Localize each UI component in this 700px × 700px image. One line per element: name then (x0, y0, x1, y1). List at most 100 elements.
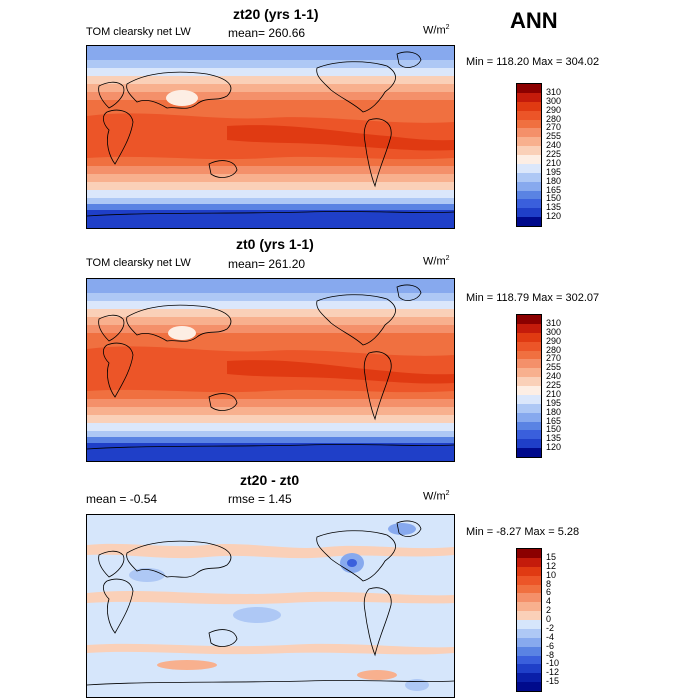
colorbar-segment (517, 557, 541, 567)
units-label: W/m2 (423, 24, 450, 37)
colorbar-level-label: 210 (546, 388, 562, 399)
units-text: W/m (423, 24, 446, 37)
colorbar-zt0 (516, 314, 542, 458)
colorbar-level-label: 255 (546, 131, 562, 142)
colorbar-segment (517, 341, 541, 351)
colorbar-segment (517, 368, 541, 378)
colorbar-level-label: -8 (546, 649, 555, 660)
colorbar-segment (517, 421, 541, 431)
colorbar-segment (517, 575, 541, 585)
colorbar-level-label: -10 (546, 658, 560, 669)
colorbar-segment (517, 146, 541, 155)
colorbar-level-label: 150 (546, 193, 562, 204)
colorbar-segment (517, 628, 541, 638)
colorbar-level-label: 165 (546, 184, 562, 195)
colorbar-level-label: 240 (546, 140, 562, 151)
map-field (87, 279, 454, 461)
rmse-stat: rmse = 1.45 (228, 492, 292, 506)
units-sup: 2 (445, 24, 450, 31)
colorbar-segment (517, 673, 541, 683)
colorbar-segment (517, 664, 541, 674)
colorbar-segment (517, 620, 541, 629)
colorbar-segment (517, 377, 541, 386)
colorbar-level-label: 10 (546, 569, 557, 580)
colorbar-level-label: 300 (546, 326, 562, 337)
colorbar-segment (517, 566, 541, 576)
colorbar-level-label: -12 (546, 667, 560, 678)
colorbar-level-label: 280 (546, 344, 562, 355)
colorbar-diff (516, 548, 542, 692)
colorbar-level-label: 280 (546, 113, 562, 124)
units-label: W/m2 (423, 490, 450, 503)
season-label: ANN (510, 8, 558, 33)
colorbar-segment (517, 593, 541, 603)
colorbar-segment (517, 332, 541, 342)
colorbar-level-label: 290 (546, 335, 562, 346)
colorbar-segment (517, 128, 541, 138)
panel-title: zt20 (yrs 1-1) (233, 6, 319, 22)
colorbar-level-label: 255 (546, 362, 562, 373)
colorbar-segment (517, 386, 541, 395)
colorbar-segment (517, 584, 541, 594)
colorbar-level-label: 195 (546, 166, 562, 177)
colorbar-level-label: 2 (546, 605, 552, 616)
colorbar-segment (517, 646, 541, 656)
units-sup: 2 (445, 255, 450, 262)
variable-label: TOM clearsky net LW (86, 26, 191, 38)
colorbar-level-label: 12 (546, 560, 557, 571)
colorbar-level-label: 180 (546, 175, 562, 186)
colorbar-segment (517, 163, 541, 173)
colorbar-segment (517, 315, 541, 324)
colorbar-segment (517, 394, 541, 404)
minmax-label: Min = -8.27 Max = 5.28 (466, 526, 580, 538)
colorbar-segment (517, 217, 541, 226)
colorbar-level-label: -4 (546, 631, 555, 642)
mean-stat: mean = -0.54 (86, 492, 158, 506)
colorbar-segment (517, 199, 541, 209)
colorbar-level-label: 120 (546, 211, 562, 222)
colorbar-level-label: 270 (546, 353, 562, 364)
colorbar-level-label: 0 (546, 614, 552, 624)
colorbar-level-label: 180 (546, 406, 562, 417)
colorbar-level-label: 135 (546, 202, 562, 213)
colorbar-segment (517, 181, 541, 191)
colorbar-segment (517, 84, 541, 93)
colorbar-level-label: 310 (546, 317, 562, 328)
colorbar-level-label: 165 (546, 415, 562, 426)
colorbar-level-label: 15 (546, 551, 557, 562)
map-field (87, 46, 454, 228)
colorbar-zt20 (516, 83, 542, 227)
colorbar-level-label: 310 (546, 86, 562, 97)
colorbar-segment (517, 190, 541, 200)
colorbar-segment (517, 637, 541, 647)
map-field (87, 515, 454, 697)
colorbar-segment (517, 439, 541, 449)
colorbar-segment (517, 359, 541, 369)
variable-label: TOM clearsky net LW (86, 257, 191, 269)
colorbar-level-label: 240 (546, 371, 562, 382)
panel-title: zt0 (yrs 1-1) (236, 236, 314, 252)
colorbar-segment (517, 430, 541, 440)
minmax-label: Min = 118.20 Max = 304.02 (466, 56, 600, 68)
colorbar-level-label: 6 (546, 587, 552, 598)
colorbar-level-label: 195 (546, 397, 562, 408)
map-zt20 (86, 45, 455, 229)
colorbar-segment (517, 403, 541, 413)
colorbar-segment (517, 611, 541, 620)
units-label: W/m2 (423, 255, 450, 268)
mean-stat: mean= 260.66 (228, 26, 306, 40)
map-diff (86, 514, 455, 698)
units-sup: 2 (445, 490, 450, 497)
colorbar-level-label: 300 (546, 95, 562, 106)
colorbar-level-label: 270 (546, 122, 562, 133)
colorbar-segment (517, 350, 541, 360)
colorbar-level-label: 4 (546, 596, 552, 607)
colorbar-level-label: 210 (546, 157, 562, 168)
colorbar-segment (517, 92, 541, 102)
panel-title: zt20 - zt0 (240, 472, 300, 488)
colorbar-level-label: 225 (546, 149, 562, 159)
colorbar-segment (517, 101, 541, 111)
colorbar-level-label: 120 (546, 442, 562, 453)
mean-stat: mean= 261.20 (228, 257, 306, 271)
colorbar-level-label: 225 (546, 380, 562, 390)
